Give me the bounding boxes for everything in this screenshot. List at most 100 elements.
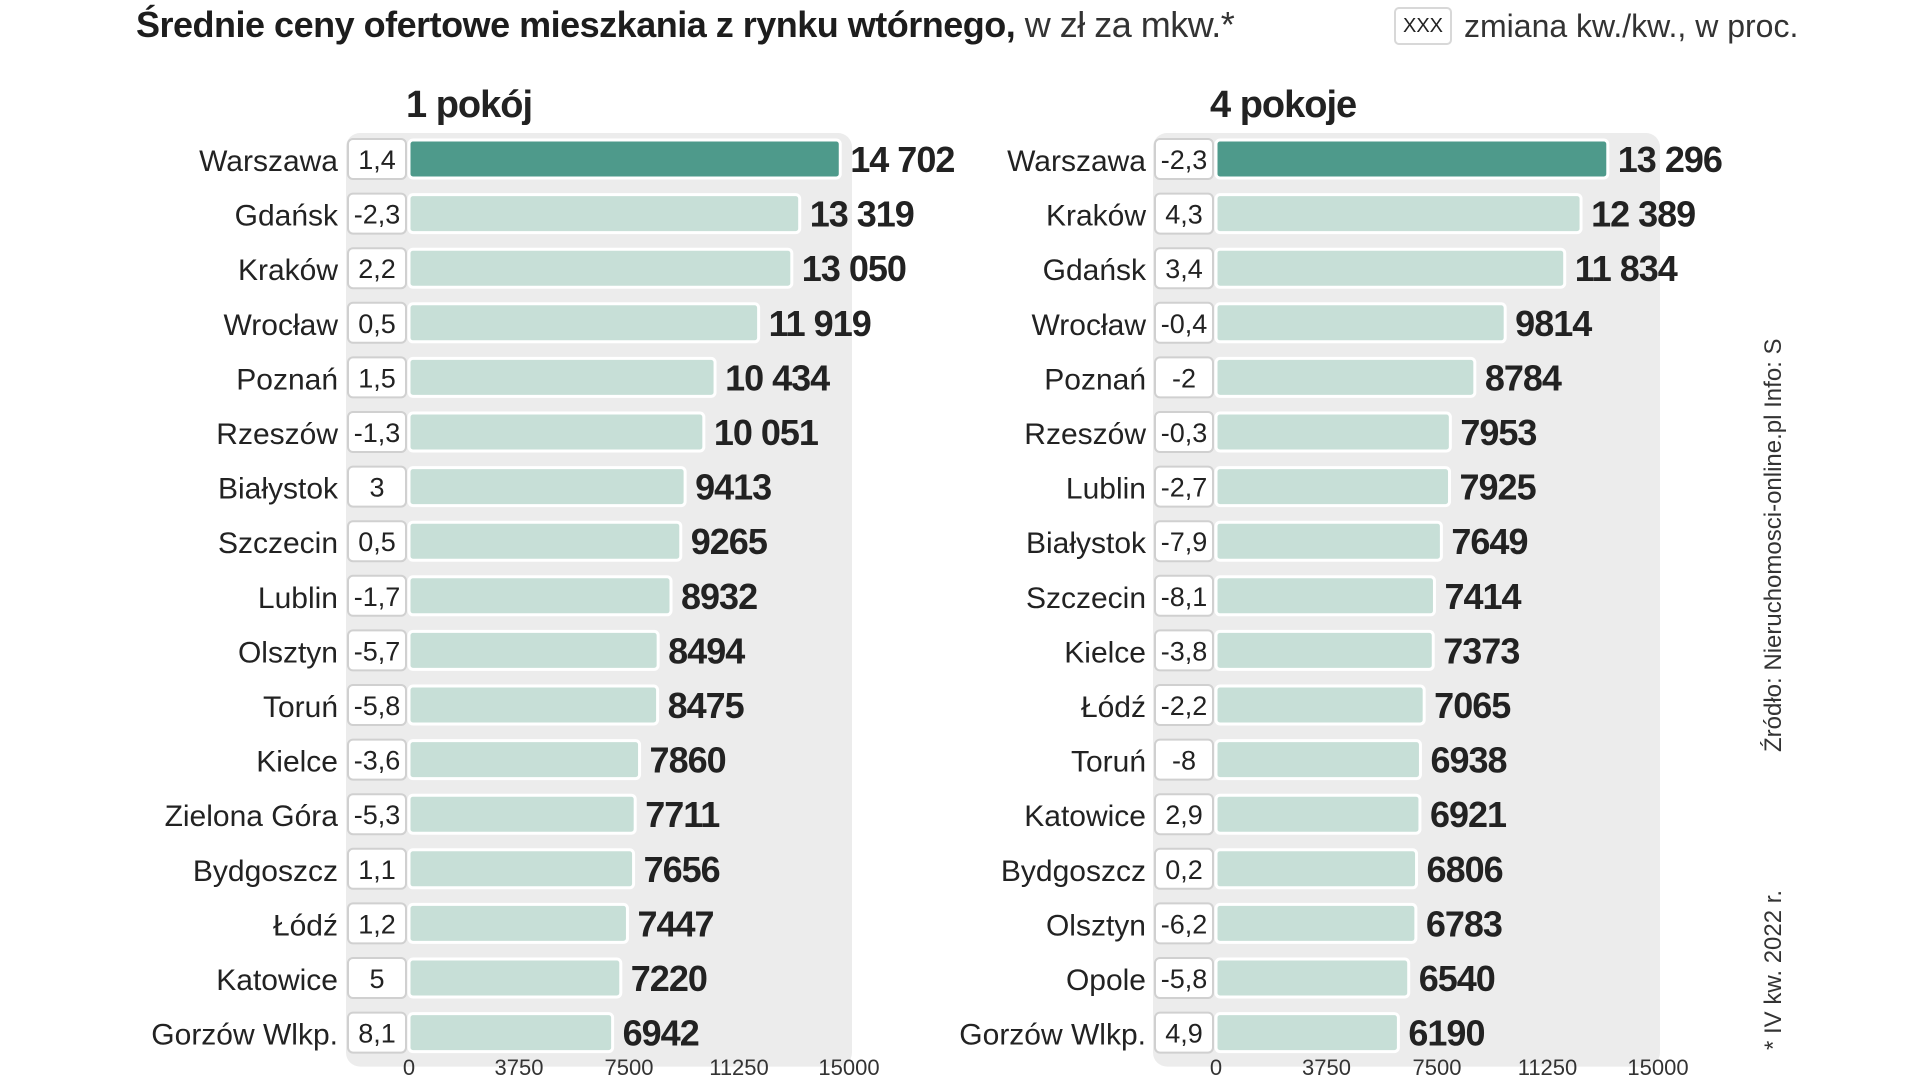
change-box xyxy=(1154,793,1214,836)
category-label: Toruń xyxy=(263,691,338,724)
bar xyxy=(1214,193,1583,235)
value-label: 8932 xyxy=(681,576,757,617)
value-label: 7860 xyxy=(650,740,726,781)
bar xyxy=(407,902,629,944)
change-box xyxy=(1154,192,1214,235)
change-box xyxy=(347,629,407,672)
change-box xyxy=(1154,738,1214,781)
value-label: 6921 xyxy=(1430,794,1507,835)
change-box xyxy=(1154,1011,1214,1054)
value-label: 7220 xyxy=(631,958,707,999)
value-label: 9413 xyxy=(695,467,771,508)
change-box xyxy=(347,247,407,290)
value-label: 13 050 xyxy=(802,248,906,289)
category-label: Wrocław xyxy=(224,309,339,342)
change-box xyxy=(347,847,407,890)
value-label: 6190 xyxy=(1408,1013,1484,1054)
change-value: -1,3 xyxy=(354,418,401,448)
change-value: -3,6 xyxy=(354,746,401,776)
value-label: 11 834 xyxy=(1575,248,1678,289)
change-value: 4,9 xyxy=(1165,1019,1203,1049)
change-value: -2 xyxy=(1172,363,1196,393)
panel-title-4-rooms: 4 pokoje xyxy=(1210,84,1357,126)
bar xyxy=(1214,411,1452,453)
bar xyxy=(407,575,673,617)
bar xyxy=(407,739,642,781)
chart-title: Średnie ceny ofertowe mieszkania z rynku… xyxy=(136,4,1235,46)
bar xyxy=(1214,466,1452,508)
change-value: 0,5 xyxy=(358,309,396,339)
change-value: -2,3 xyxy=(1161,145,1208,175)
footnote: * IV kw. 2022 r. xyxy=(1760,870,1790,1070)
change-box xyxy=(347,957,407,999)
category-label: Gdańsk xyxy=(235,200,339,233)
change-value: 5 xyxy=(369,964,384,994)
change-box xyxy=(1154,356,1214,399)
change-value: -6,2 xyxy=(1161,909,1208,939)
category-label: Gorzów Wlkp. xyxy=(959,1019,1146,1052)
bar xyxy=(1214,793,1422,835)
source-note: Źródło: Nieruchomosci-online.pl Info: S xyxy=(1760,338,1790,780)
change-value: 1,5 xyxy=(358,363,396,393)
category-label: Wrocław xyxy=(1032,309,1147,342)
change-value: -2,3 xyxy=(354,200,401,230)
change-box xyxy=(1154,902,1214,945)
category-label: Olsztyn xyxy=(238,636,338,669)
change-value: 2,9 xyxy=(1165,800,1203,830)
category-label: Łódź xyxy=(1081,691,1146,724)
value-label: 7925 xyxy=(1460,467,1537,508)
bar xyxy=(1214,629,1435,671)
x-tick-label: 0 xyxy=(403,1055,415,1080)
change-box xyxy=(347,1011,407,1054)
category-label: Białystok xyxy=(218,473,339,506)
category-label: Gdańsk xyxy=(1043,254,1147,287)
change-box xyxy=(347,793,407,836)
change-value: -1,7 xyxy=(354,582,401,612)
value-label: 10 051 xyxy=(714,412,819,453)
value-label: 6938 xyxy=(1430,740,1506,781)
category-label: Poznań xyxy=(236,363,338,396)
category-label: Bydgoszcz xyxy=(193,855,338,888)
value-label: 11 919 xyxy=(769,303,871,344)
category-label: Warszawa xyxy=(199,145,338,178)
change-value: 0,2 xyxy=(1165,855,1203,885)
change-box xyxy=(1154,465,1214,508)
change-value: 2,2 xyxy=(358,254,396,284)
bar xyxy=(1214,575,1436,617)
category-label: Gorzów Wlkp. xyxy=(151,1019,338,1052)
category-label: Rzeszów xyxy=(1024,418,1146,451)
change-box xyxy=(1154,957,1214,999)
value-label: 6540 xyxy=(1419,958,1495,999)
x-tick-label: 7500 xyxy=(1413,1055,1462,1080)
change-value: -5,3 xyxy=(354,800,401,830)
x-tick-label: 11250 xyxy=(709,1055,769,1080)
change-box xyxy=(347,411,407,453)
change-value: 3,4 xyxy=(1165,254,1203,284)
bar xyxy=(1214,1012,1400,1054)
bar xyxy=(1214,957,1411,999)
bar xyxy=(1214,848,1419,890)
x-tick-label: 15000 xyxy=(818,1055,879,1080)
change-value: -5,7 xyxy=(354,636,401,666)
bar xyxy=(407,247,794,289)
value-label: 8475 xyxy=(668,685,745,726)
change-value: 8,1 xyxy=(358,1019,396,1049)
x-tick-label: 3750 xyxy=(1302,1055,1351,1080)
value-label: 6783 xyxy=(1426,903,1502,944)
change-value: -5,8 xyxy=(1161,964,1208,994)
change-box xyxy=(347,738,407,781)
change-box xyxy=(347,684,407,726)
category-label: Szczecin xyxy=(1026,582,1146,615)
bar xyxy=(407,957,623,999)
change-value: -2,2 xyxy=(1161,691,1208,721)
change-box xyxy=(1154,138,1214,180)
change-value: -2,7 xyxy=(1161,473,1208,503)
bar xyxy=(407,193,802,235)
change-box xyxy=(1154,411,1214,453)
bar xyxy=(1214,684,1426,726)
footnote-text: * IV kw. 2022 r. xyxy=(1760,889,1787,1050)
x-tick-label: 15000 xyxy=(1627,1055,1688,1080)
change-box xyxy=(347,356,407,399)
change-value: -5,8 xyxy=(354,691,401,721)
panel-title-1-room: 1 pokój xyxy=(406,84,533,126)
